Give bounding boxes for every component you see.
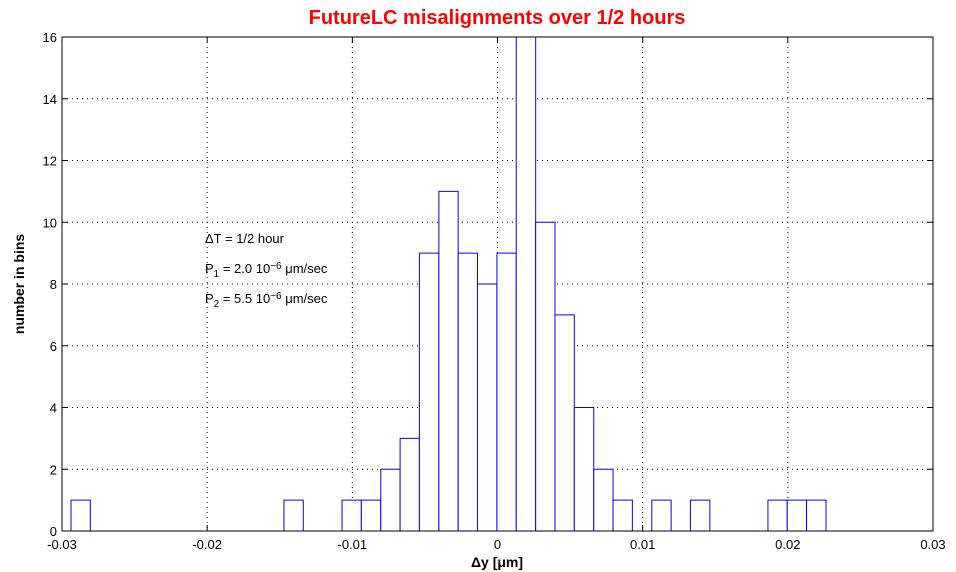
y-tick-label: 10 (43, 215, 57, 230)
axes-box (61, 36, 934, 532)
x-tick-label: -0.03 (47, 537, 77, 552)
y-tick-label: 0 (50, 524, 57, 539)
y-axis-label: number in bins (11, 234, 27, 335)
chart-title: FutureLC misalignments over 1/2 hours (309, 7, 686, 29)
bar (535, 221, 556, 532)
x-tick-label: 0.02 (775, 537, 800, 552)
annotation-part: μm/sec (282, 261, 328, 276)
x-tick-label: 0 (494, 537, 501, 552)
annotation-part: 1 (214, 269, 220, 280)
bar (651, 499, 672, 532)
annotation: P1 = 2.0 10−6 μm/sec (205, 261, 328, 280)
annotation-part: 2 (214, 299, 220, 310)
bar (786, 499, 808, 532)
x-axis-label: Δy [μm] (471, 554, 523, 570)
bar (496, 252, 517, 532)
bar (399, 437, 420, 532)
bar (380, 468, 401, 532)
annotation: P2 = 5.5 10−6 μm/sec (205, 291, 328, 310)
annotation-part: P (205, 291, 214, 306)
bar (70, 499, 91, 532)
bar (476, 283, 498, 532)
annotation-part: P (205, 261, 214, 276)
bar (554, 314, 575, 532)
x-tick-label: 0.03 (920, 537, 945, 552)
x-tick-label: 0.01 (630, 537, 655, 552)
bar (573, 407, 595, 532)
y-tick-label: 4 (50, 401, 57, 416)
y-tick-label: 2 (50, 462, 57, 477)
y-tick-label: 16 (43, 30, 57, 45)
x-tick-label: -0.01 (338, 537, 368, 552)
bar (515, 36, 537, 532)
bar (457, 252, 478, 532)
bar (283, 499, 304, 532)
y-tick-label: 6 (50, 339, 57, 354)
bar (767, 499, 788, 532)
bar (360, 499, 382, 532)
annotation-part: −6 (270, 291, 282, 302)
annotation-part: μm/sec (282, 291, 328, 306)
bar (438, 190, 459, 532)
annotation-part: = 5.5 10 (219, 291, 270, 306)
bar (689, 499, 711, 532)
bar (593, 468, 614, 532)
annotation: ΔT = 1/2 hour (205, 231, 285, 246)
x-tick-label: -0.02 (192, 537, 222, 552)
bar (418, 252, 440, 532)
y-tick-label: 12 (43, 154, 57, 169)
y-tick-label: 14 (43, 92, 57, 107)
y-tick-label: 8 (50, 277, 57, 292)
bar (806, 499, 827, 532)
annotation-part: = 2.0 10 (219, 261, 270, 276)
bar (341, 499, 362, 532)
bar (612, 499, 633, 532)
annotation-part: ΔT = 1/2 hour (205, 231, 285, 246)
annotation-part: −6 (270, 261, 282, 272)
